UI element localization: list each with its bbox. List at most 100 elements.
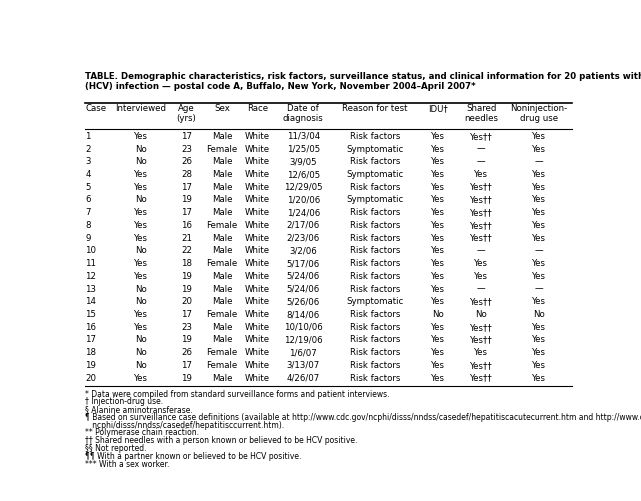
Text: 10: 10: [85, 246, 96, 256]
Text: No: No: [135, 246, 147, 256]
Text: Yes: Yes: [431, 208, 445, 217]
Text: Risk factors: Risk factors: [349, 259, 400, 268]
Text: —: —: [477, 145, 485, 153]
Text: White: White: [246, 285, 271, 294]
Text: Yes: Yes: [431, 170, 445, 179]
Text: Risk factors: Risk factors: [349, 183, 400, 192]
Text: No: No: [135, 361, 147, 370]
Text: Male: Male: [212, 323, 233, 332]
Text: Yes: Yes: [474, 259, 488, 268]
Text: 2/23/06: 2/23/06: [287, 233, 320, 242]
Text: 19: 19: [85, 361, 96, 370]
Text: Risk factors: Risk factors: [349, 374, 400, 383]
Text: Male: Male: [212, 170, 233, 179]
Text: No: No: [135, 157, 147, 166]
Text: 3/2/06: 3/2/06: [290, 246, 317, 256]
Text: White: White: [246, 361, 271, 370]
Text: §§ Not reported.: §§ Not reported.: [85, 444, 147, 453]
Text: Yes: Yes: [431, 348, 445, 357]
Text: Yes: Yes: [531, 297, 545, 306]
Text: Yes: Yes: [531, 183, 545, 192]
Text: White: White: [246, 208, 271, 217]
Text: 3/9/05: 3/9/05: [290, 157, 317, 166]
Text: 15: 15: [85, 310, 96, 319]
Text: 1/6/07: 1/6/07: [290, 348, 317, 357]
Text: Male: Male: [212, 374, 233, 383]
Text: 17: 17: [181, 132, 192, 141]
Text: Sex: Sex: [214, 104, 230, 113]
Text: IDU†: IDU†: [428, 104, 448, 113]
Text: 28: 28: [181, 170, 192, 179]
Text: Male: Male: [212, 157, 233, 166]
Text: Symptomatic: Symptomatic: [346, 297, 403, 306]
Text: White: White: [246, 246, 271, 256]
Text: Yes: Yes: [134, 259, 148, 268]
Text: 11/3/04: 11/3/04: [287, 132, 320, 141]
Text: White: White: [246, 297, 271, 306]
Text: Yes: Yes: [431, 221, 445, 230]
Text: 14: 14: [85, 297, 96, 306]
Text: 1/24/06: 1/24/06: [287, 208, 320, 217]
Text: †† Shared needles with a person known or believed to be HCV positive.: †† Shared needles with a person known or…: [85, 436, 358, 445]
Text: Race: Race: [247, 104, 269, 113]
Text: Yes††: Yes††: [470, 374, 492, 383]
Text: 26: 26: [181, 157, 192, 166]
Text: Yes: Yes: [431, 323, 445, 332]
Text: Risk factors: Risk factors: [349, 348, 400, 357]
Text: Risk factors: Risk factors: [349, 336, 400, 345]
Text: 8: 8: [85, 221, 90, 230]
Text: White: White: [246, 272, 271, 281]
Text: Age
(yrs): Age (yrs): [177, 104, 197, 124]
Text: 5/24/06: 5/24/06: [287, 272, 320, 281]
Text: Male: Male: [212, 195, 233, 204]
Text: No: No: [135, 195, 147, 204]
Text: Yes: Yes: [134, 132, 148, 141]
Text: Yes: Yes: [134, 170, 148, 179]
Text: 17: 17: [181, 361, 192, 370]
Text: White: White: [246, 323, 271, 332]
Text: —: —: [535, 285, 543, 294]
Text: —: —: [477, 246, 485, 256]
Text: Yes: Yes: [431, 297, 445, 306]
Text: Risk factors: Risk factors: [349, 221, 400, 230]
Text: Yes††: Yes††: [470, 208, 492, 217]
Text: Female: Female: [206, 221, 238, 230]
Text: 5/24/06: 5/24/06: [287, 285, 320, 294]
Text: Yes: Yes: [431, 145, 445, 153]
Text: 4: 4: [85, 170, 90, 179]
Text: Interviewed: Interviewed: [115, 104, 167, 113]
Text: Risk factors: Risk factors: [349, 323, 400, 332]
Text: Yes: Yes: [134, 310, 148, 319]
Text: Risk factors: Risk factors: [349, 208, 400, 217]
Text: 19: 19: [181, 272, 192, 281]
Text: Risk factors: Risk factors: [349, 246, 400, 256]
Text: Symptomatic: Symptomatic: [346, 170, 403, 179]
Text: 17: 17: [85, 336, 96, 345]
Text: Male: Male: [212, 336, 233, 345]
Text: Yes: Yes: [531, 374, 545, 383]
Text: 12: 12: [85, 272, 96, 281]
Text: Yes††: Yes††: [470, 361, 492, 370]
Text: Risk factors: Risk factors: [349, 233, 400, 242]
Text: Yes††: Yes††: [470, 336, 492, 345]
Text: 12/29/05: 12/29/05: [284, 183, 322, 192]
Text: Yes: Yes: [134, 272, 148, 281]
Text: No: No: [135, 348, 147, 357]
Text: 5/26/06: 5/26/06: [287, 297, 320, 306]
Text: ** Polymerase chain reaction.: ** Polymerase chain reaction.: [85, 428, 199, 437]
Text: White: White: [246, 336, 271, 345]
Text: 19: 19: [181, 285, 192, 294]
Text: 17: 17: [181, 183, 192, 192]
Text: Yes: Yes: [431, 233, 445, 242]
Text: No: No: [533, 310, 544, 319]
Text: No: No: [135, 297, 147, 306]
Text: —: —: [535, 157, 543, 166]
Text: Yes: Yes: [134, 221, 148, 230]
Text: Yes: Yes: [431, 246, 445, 256]
Text: Yes: Yes: [531, 272, 545, 281]
Text: 26: 26: [181, 348, 192, 357]
Text: Yes: Yes: [531, 195, 545, 204]
Text: Risk factors: Risk factors: [349, 285, 400, 294]
Text: 20: 20: [181, 297, 192, 306]
Text: ncphi/disss/nndss/casedef/hepatitisccurrent.htm).: ncphi/disss/nndss/casedef/hepatitisccurr…: [85, 421, 284, 430]
